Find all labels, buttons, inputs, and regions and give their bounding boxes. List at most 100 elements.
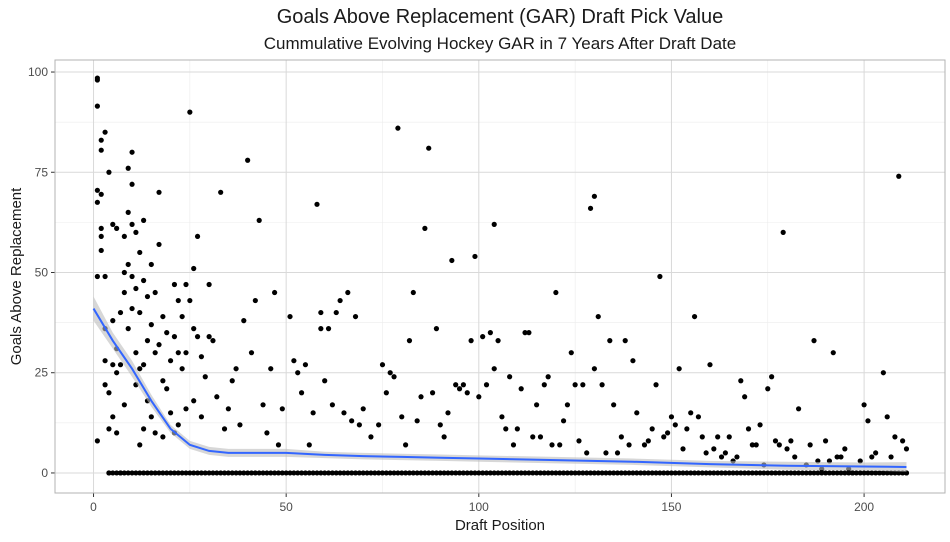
data-point bbox=[152, 289, 158, 296]
data-point bbox=[603, 450, 609, 456]
data-point bbox=[456, 386, 463, 392]
data-point-zero bbox=[668, 470, 675, 476]
data-point bbox=[595, 313, 601, 320]
data-point bbox=[422, 225, 428, 231]
data-point-zero bbox=[869, 470, 875, 476]
data-point bbox=[287, 313, 293, 320]
data-point bbox=[387, 370, 393, 376]
data-point bbox=[106, 169, 112, 175]
data-point-zero bbox=[880, 470, 886, 476]
data-point bbox=[391, 374, 397, 380]
data-point-zero bbox=[272, 470, 278, 476]
data-point bbox=[896, 173, 902, 179]
data-point bbox=[329, 402, 336, 408]
data-point-zero bbox=[888, 470, 894, 476]
data-point bbox=[630, 358, 636, 364]
data-point-zero bbox=[861, 470, 867, 476]
data-point bbox=[537, 434, 544, 440]
data-point-zero bbox=[530, 470, 536, 476]
data-point bbox=[553, 289, 559, 296]
data-point bbox=[183, 350, 189, 356]
data-point bbox=[487, 330, 493, 336]
data-point bbox=[318, 326, 324, 332]
data-point bbox=[229, 378, 235, 384]
data-point-zero bbox=[742, 470, 748, 476]
x-tick-label: 50 bbox=[279, 500, 293, 514]
x-tick-label: 150 bbox=[661, 500, 681, 514]
data-point bbox=[491, 366, 497, 372]
data-point bbox=[98, 191, 104, 197]
data-point-zero bbox=[649, 470, 655, 476]
y-tick-label: 25 bbox=[35, 366, 49, 380]
data-point bbox=[268, 366, 274, 372]
data-point-zero bbox=[518, 470, 524, 476]
data-point-zero bbox=[229, 470, 235, 476]
data-point-zero bbox=[896, 470, 902, 476]
data-point-zero bbox=[807, 470, 813, 476]
data-point-zero bbox=[738, 470, 744, 476]
data-point bbox=[738, 378, 744, 384]
data-point bbox=[125, 165, 131, 171]
data-point-zero bbox=[892, 470, 898, 476]
data-point bbox=[618, 434, 624, 440]
data-point-zero bbox=[291, 470, 297, 476]
data-point bbox=[572, 382, 578, 388]
data-point bbox=[148, 322, 154, 328]
data-point-zero bbox=[715, 470, 721, 476]
data-point bbox=[557, 442, 563, 448]
data-point bbox=[900, 438, 906, 444]
data-point-zero bbox=[387, 470, 393, 476]
data-point bbox=[137, 309, 143, 316]
data-point-zero bbox=[248, 470, 255, 476]
data-point-zero bbox=[526, 470, 532, 476]
data-point-zero bbox=[349, 470, 355, 476]
data-point-zero bbox=[345, 470, 351, 476]
data-point bbox=[114, 370, 120, 376]
data-point-zero bbox=[252, 470, 258, 476]
data-point-zero bbox=[499, 470, 505, 476]
data-point-zero bbox=[410, 470, 416, 476]
data-point-zero bbox=[260, 470, 266, 476]
y-tick-label: 50 bbox=[35, 265, 49, 279]
data-point bbox=[495, 338, 501, 344]
data-point bbox=[811, 338, 817, 344]
data-point bbox=[691, 313, 698, 320]
data-point-zero bbox=[769, 470, 775, 476]
data-point-zero bbox=[876, 470, 883, 476]
data-point bbox=[160, 434, 166, 440]
data-point bbox=[225, 406, 231, 412]
data-point bbox=[148, 414, 154, 420]
data-point bbox=[622, 338, 628, 344]
data-point-zero bbox=[144, 470, 151, 476]
data-point-zero bbox=[372, 470, 378, 476]
data-point-zero bbox=[406, 470, 413, 476]
data-point-zero bbox=[618, 470, 624, 476]
data-point bbox=[206, 281, 212, 288]
data-point-zero bbox=[476, 470, 482, 476]
data-point-zero bbox=[318, 470, 324, 476]
data-point bbox=[753, 442, 759, 448]
data-point-zero bbox=[418, 470, 424, 476]
data-point-zero bbox=[133, 470, 139, 476]
data-point-zero bbox=[445, 470, 451, 476]
data-point bbox=[141, 426, 147, 432]
data-point bbox=[414, 418, 420, 424]
data-point-zero bbox=[584, 470, 590, 476]
data-point-zero bbox=[426, 470, 432, 476]
data-point bbox=[499, 414, 505, 420]
data-point-zero bbox=[630, 470, 636, 476]
data-point bbox=[884, 414, 890, 420]
data-point bbox=[129, 305, 135, 312]
data-point bbox=[653, 382, 659, 388]
data-point-zero bbox=[360, 470, 366, 476]
data-point-zero bbox=[641, 470, 648, 476]
data-point bbox=[838, 454, 844, 460]
data-point-zero bbox=[460, 470, 466, 476]
data-point bbox=[472, 253, 478, 260]
data-point-zero bbox=[279, 470, 285, 476]
y-tick-label: 100 bbox=[28, 65, 48, 79]
data-point-zero bbox=[283, 470, 289, 476]
data-point-zero bbox=[491, 470, 497, 476]
data-point bbox=[726, 434, 732, 440]
